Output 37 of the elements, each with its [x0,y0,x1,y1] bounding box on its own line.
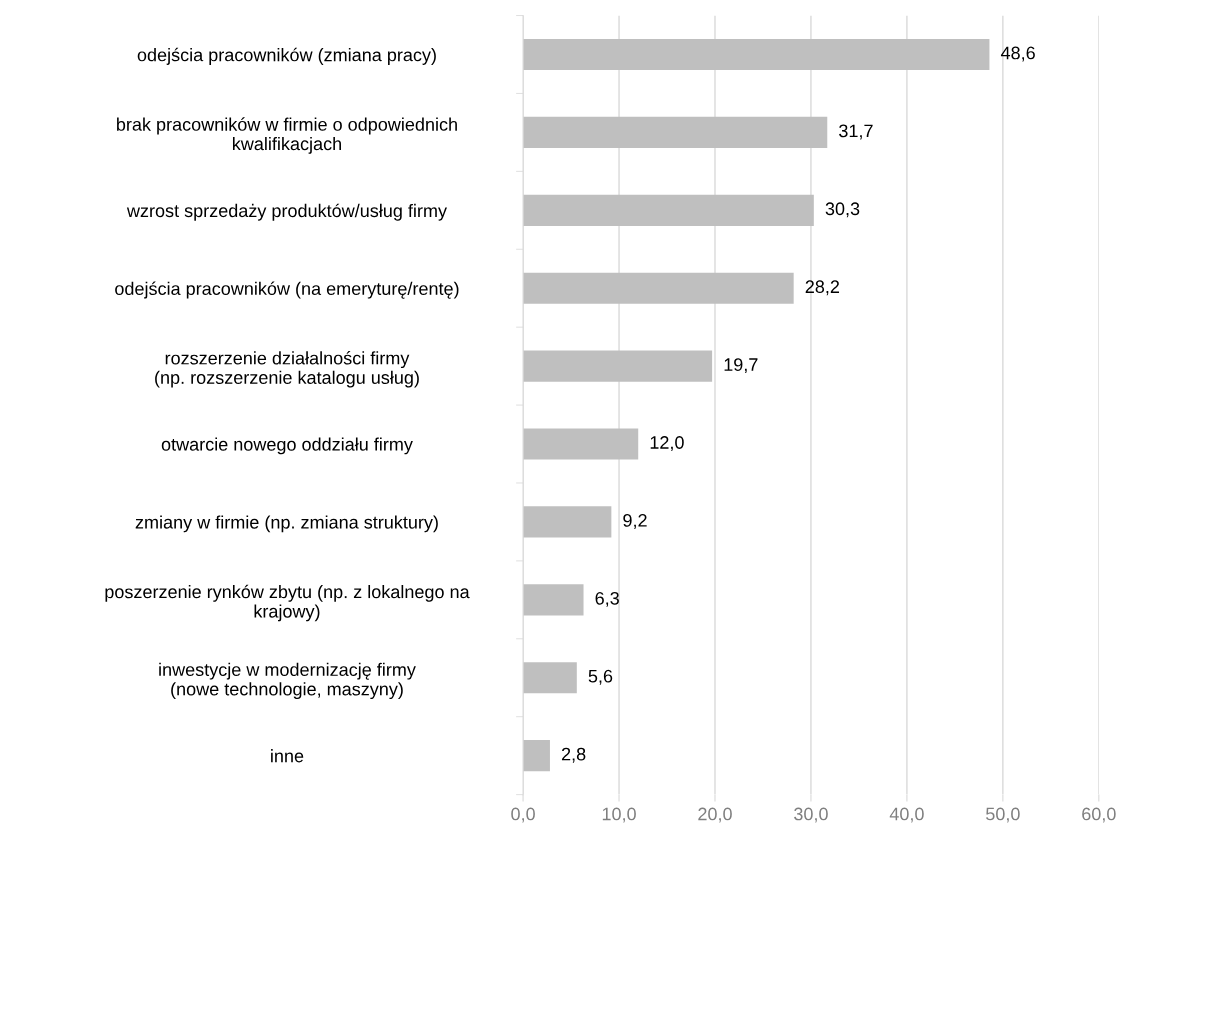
x-tick-label: 30,0 [794,807,828,823]
x-tick-label: 60,0 [1082,807,1116,823]
x-tick-label: 0,0 [511,807,535,823]
data-label: 30,3 [825,202,860,218]
bar [523,584,584,616]
data-label: 31,7 [839,124,873,140]
x-tick-label: 10,0 [602,807,636,823]
bar [523,350,713,382]
data-label: 5,6 [588,669,613,685]
data-label: 6,3 [595,591,619,607]
y-tick-label: poszerzenie rynków zbytu (np. z lokalnego na krajowy) [105,584,470,622]
bar [523,272,794,304]
y-tick-label: zmiany w firmie (np. zmiana struktury) [135,515,438,533]
data-label: 12,0 [650,436,684,452]
bar [523,194,814,226]
data-label: 28,2 [805,280,840,296]
x-tick-label: 50,0 [986,807,1020,823]
data-label: 2,8 [561,747,586,763]
data-label: 9,2 [623,514,647,529]
bar [523,506,612,538]
y-tick-label: odejścia pracowników (zmiana pracy) [137,47,436,65]
y-tick-label: otwarcie nowego oddziału firmy [161,437,413,455]
y-tick-label: rozszerzenie działalności firmy (np. rozszerzenie katalogu usług) [155,351,419,388]
data-label: 19,7 [724,358,758,374]
bar [523,38,990,71]
data-label: 48,6 [1000,46,1035,62]
bar [523,740,550,772]
bar [523,116,828,148]
y-tick-label: wzrost sprzedaży produktów/usług firmy [126,203,447,221]
bar [523,662,577,694]
y-tick-label: brak pracowników w firmie o odpowiednich kwalifikacjach [117,117,457,154]
x-tick-label: 40,0 [889,807,924,823]
y-tick-label: inwestycje w modernizację firmy (nowe technologie, maszyny) [159,662,416,700]
y-tick-label: odejścia pracowników (na emeryturę/rentę) [115,281,459,299]
x-tick-label: 20,0 [698,807,732,823]
y-tick-label: inne [271,749,304,763]
bar [523,428,639,460]
